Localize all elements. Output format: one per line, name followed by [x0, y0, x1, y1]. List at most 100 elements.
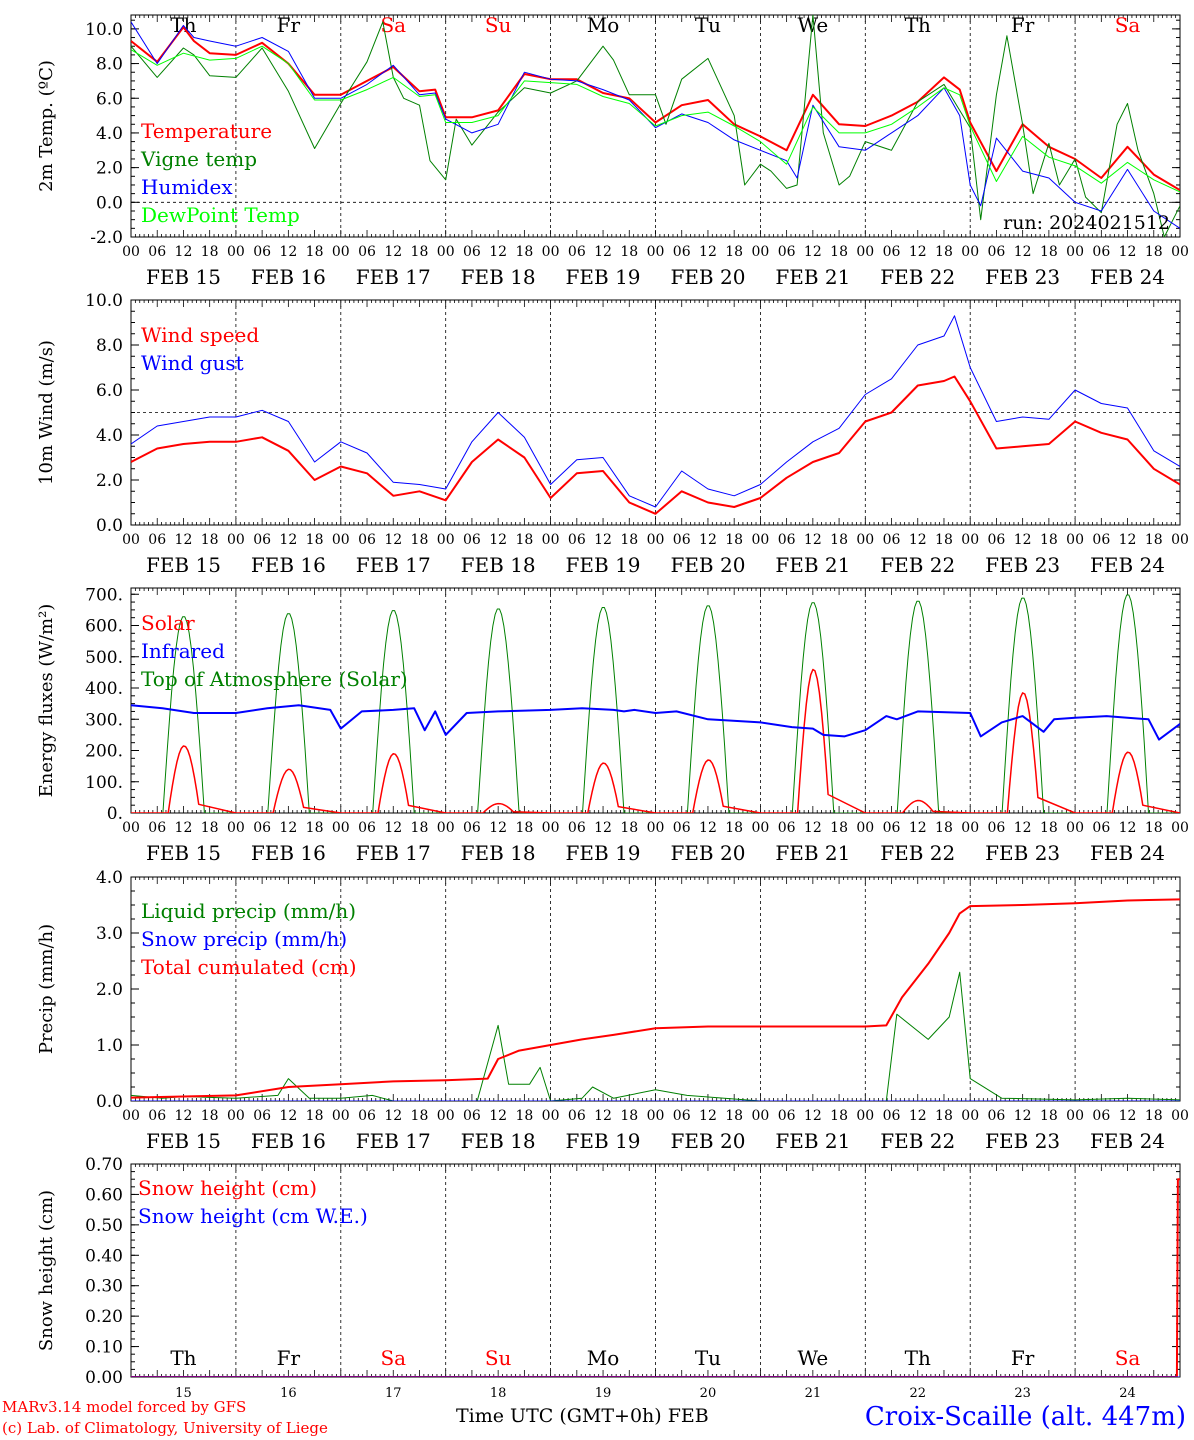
- legend-entry: Liquid precip (mm/h): [141, 899, 356, 923]
- hour-tick-label: 18: [830, 820, 848, 836]
- date-label: FEB 18: [461, 265, 536, 289]
- hour-tick-label: 12: [804, 1108, 822, 1124]
- hour-tick-label: 12: [279, 532, 297, 548]
- hour-tick-label: 18: [1145, 1108, 1163, 1124]
- date-label: FEB 22: [880, 841, 955, 865]
- chart-panel-2: 0.0 2.0 4.0 6.0 8.0 10.0 10m Wind (m/s) 00 06 12 1…: [36, 291, 1189, 577]
- date-label: FEB 16: [251, 553, 326, 577]
- hour-tick-label: 06: [148, 1108, 166, 1124]
- hour-tick-label: 18: [411, 532, 429, 548]
- hour-tick-label: 00: [122, 244, 140, 260]
- day-of-week-label: Th: [170, 1346, 196, 1370]
- hour-tick-label: 12: [175, 532, 193, 548]
- hour-tick-label: 00: [961, 244, 979, 260]
- hour-tick-label: 18: [201, 532, 219, 548]
- day-of-week-label: Fr: [1011, 1346, 1035, 1370]
- date-label: FEB 24: [1090, 841, 1165, 865]
- date-label: FEB 17: [356, 1129, 431, 1153]
- plot-frame: [130, 587, 1181, 814]
- day-number-label: 20: [700, 1386, 717, 1401]
- y-tick-label: 200.: [85, 742, 123, 762]
- hour-tick-label: 00: [1171, 820, 1189, 836]
- day-number-label: 16: [280, 1386, 297, 1401]
- legend-entry: Top of Atmosphere (Solar): [141, 667, 408, 691]
- chart-panel-4: 0.0 1.0 2.0 3.0 4.0 Precip (mm/h) 00 06 12 18 FEB …: [36, 868, 1189, 1153]
- hour-tick-label: 18: [411, 1108, 429, 1124]
- series-group: [131, 898, 1180, 1101]
- hour-tick-label: 18: [306, 1108, 324, 1124]
- hour-tick-label: 12: [804, 820, 822, 836]
- date-label: FEB 16: [251, 265, 326, 289]
- hour-tick-label: 18: [515, 820, 533, 836]
- y-tick-label: 4.0: [96, 426, 123, 446]
- hour-tick-label: 00: [437, 532, 455, 548]
- hour-tick-label: 06: [673, 820, 691, 836]
- run-annotation: run: 2024021512: [1003, 212, 1170, 234]
- y-tick-label: 500.: [85, 648, 123, 668]
- series-line-snow-height-cm: [131, 1178, 1180, 1377]
- hour-tick-label: 06: [463, 820, 481, 836]
- legend-entry: Snow precip (mm/h): [141, 927, 347, 951]
- y-tick-label: 100.: [85, 773, 123, 793]
- hour-tick-label: 06: [988, 244, 1006, 260]
- hour-tick-label: 18: [725, 820, 743, 836]
- y-tick-label: 8.0: [96, 55, 123, 75]
- date-label: FEB 24: [1090, 1129, 1165, 1153]
- date-label: FEB 24: [1090, 553, 1165, 577]
- legend-entry: Snow height (cm W.E.): [138, 1204, 368, 1228]
- hour-tick-label: 06: [568, 244, 586, 260]
- series-line-dewpoint-temp: [131, 45, 1180, 193]
- y-tick-label: 0.40: [85, 1246, 123, 1266]
- hour-tick-label: 18: [515, 244, 533, 260]
- hour-tick-label: 18: [201, 820, 219, 836]
- legend-entry: Solar: [141, 611, 195, 635]
- hour-tick-label: 12: [384, 532, 402, 548]
- legend-entry: Wind speed: [141, 323, 259, 347]
- hour-tick-label: 18: [306, 244, 324, 260]
- series-line-wind-gust: [131, 315, 1180, 508]
- hour-tick-label: 12: [804, 244, 822, 260]
- hour-tick-label: 06: [253, 1108, 271, 1124]
- hour-tick-label: 18: [411, 820, 429, 836]
- hour-tick-label: 06: [778, 244, 796, 260]
- time-axis-label: Time UTC (GMT+0h) FEB: [456, 1405, 709, 1427]
- hour-tick-label: 18: [830, 244, 848, 260]
- hour-tick-label: 18: [1040, 244, 1058, 260]
- hour-tick-label: 18: [935, 532, 953, 548]
- day-of-week-label: Sa: [380, 13, 406, 37]
- hour-tick-label: 12: [384, 820, 402, 836]
- y-tick-label: 0.60: [85, 1185, 123, 1205]
- hour-tick-label: 06: [883, 1108, 901, 1124]
- hour-tick-label: 12: [594, 820, 612, 836]
- legend-entry: Wind gust: [141, 351, 244, 375]
- series-line-temperature: [131, 26, 1180, 192]
- y-tick-label: 10.0: [85, 20, 123, 40]
- hour-tick-label: 18: [201, 1108, 219, 1124]
- date-label: FEB 15: [146, 265, 221, 289]
- y-tick-label: 0.: [107, 804, 123, 824]
- chart-panel-1: -2.0 0.0 2.0 4.0 6.0 8.0 10.0 2m Temp. (ºC) 00 06…: [36, 13, 1189, 289]
- y-tick-label: 0.0: [96, 1092, 123, 1112]
- hour-tick-label: 06: [253, 820, 271, 836]
- series-line-vigne-temp: [131, 15, 1180, 237]
- hour-tick-label: 00: [332, 244, 350, 260]
- series-line-total-cumulated-cm: [131, 898, 1180, 1099]
- hour-tick-label: 12: [1014, 244, 1032, 260]
- hour-tick-label: 00: [332, 1108, 350, 1124]
- series-group: [131, 315, 1180, 515]
- hour-tick-label: 12: [489, 532, 507, 548]
- hour-tick-label: 06: [988, 532, 1006, 548]
- hour-tick-label: 18: [620, 532, 638, 548]
- hour-tick-label: 06: [358, 1108, 376, 1124]
- date-label: FEB 18: [461, 553, 536, 577]
- hour-tick-label: 12: [594, 244, 612, 260]
- y-tick-label: 0.0: [96, 193, 123, 213]
- date-label: FEB 15: [146, 553, 221, 577]
- hour-tick-label: 00: [647, 244, 665, 260]
- hour-tick-label: 18: [725, 244, 743, 260]
- hour-tick-label: 00: [122, 1108, 140, 1124]
- hour-tick-label: 00: [1171, 1108, 1189, 1124]
- hour-tick-label: 12: [594, 532, 612, 548]
- hour-tick-label: 18: [411, 244, 429, 260]
- day-number-label: 19: [595, 1386, 612, 1401]
